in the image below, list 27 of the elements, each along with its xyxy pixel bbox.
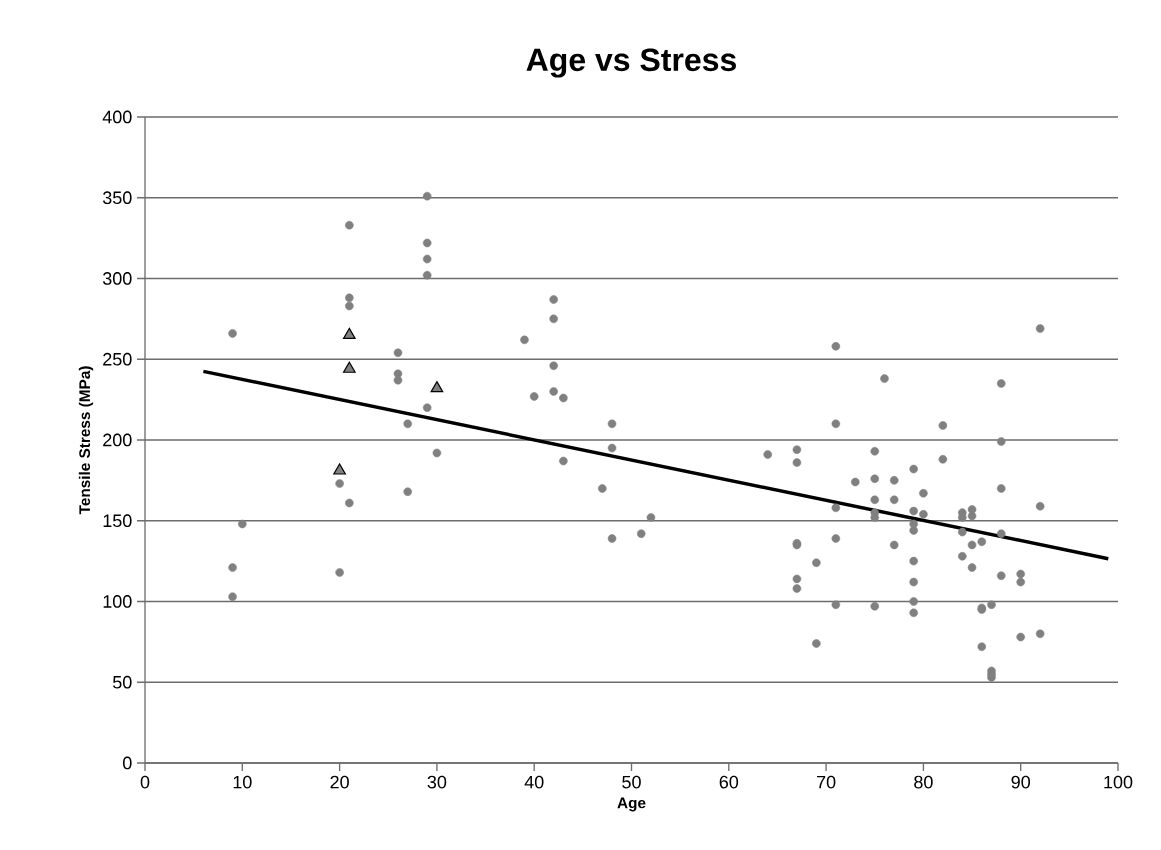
x-tick-label: 70 — [817, 775, 836, 789]
x-tick-label: 20 — [330, 775, 349, 789]
y-tick-label: 300 — [102, 272, 132, 285]
y-tick-label: 350 — [102, 191, 132, 205]
x-tick-label: 10 — [233, 775, 252, 789]
point — [342, 361, 356, 373]
x-tick-label: 30 — [427, 775, 447, 789]
x-tick-label: 60 — [719, 775, 739, 789]
x-tick-label: 100 — [1104, 775, 1133, 789]
y-tick-label: 200 — [103, 433, 132, 447]
x-tick-label: 90 — [1011, 775, 1030, 789]
y-tick-label: 100 — [103, 595, 132, 608]
point — [333, 463, 346, 475]
chart-title: Age vs Stress — [526, 48, 736, 78]
y-tick-label: 150 — [103, 514, 132, 528]
y-axis-title: Tensile Stress (MPa) — [78, 366, 94, 515]
x-axis-title: Age — [617, 797, 646, 812]
x-tick-label: 50 — [622, 775, 641, 789]
y-tick-label: 400 — [102, 110, 132, 124]
x-tick-label: 0 — [140, 775, 150, 789]
y-tick-label: 250 — [103, 352, 132, 366]
x-tick-label: 80 — [914, 775, 933, 789]
point — [342, 327, 356, 339]
x-tick-label: 40 — [524, 775, 544, 789]
y-tick-label: 50 — [112, 675, 132, 689]
y-tick-label: 0 — [123, 756, 132, 770]
point — [430, 381, 444, 393]
